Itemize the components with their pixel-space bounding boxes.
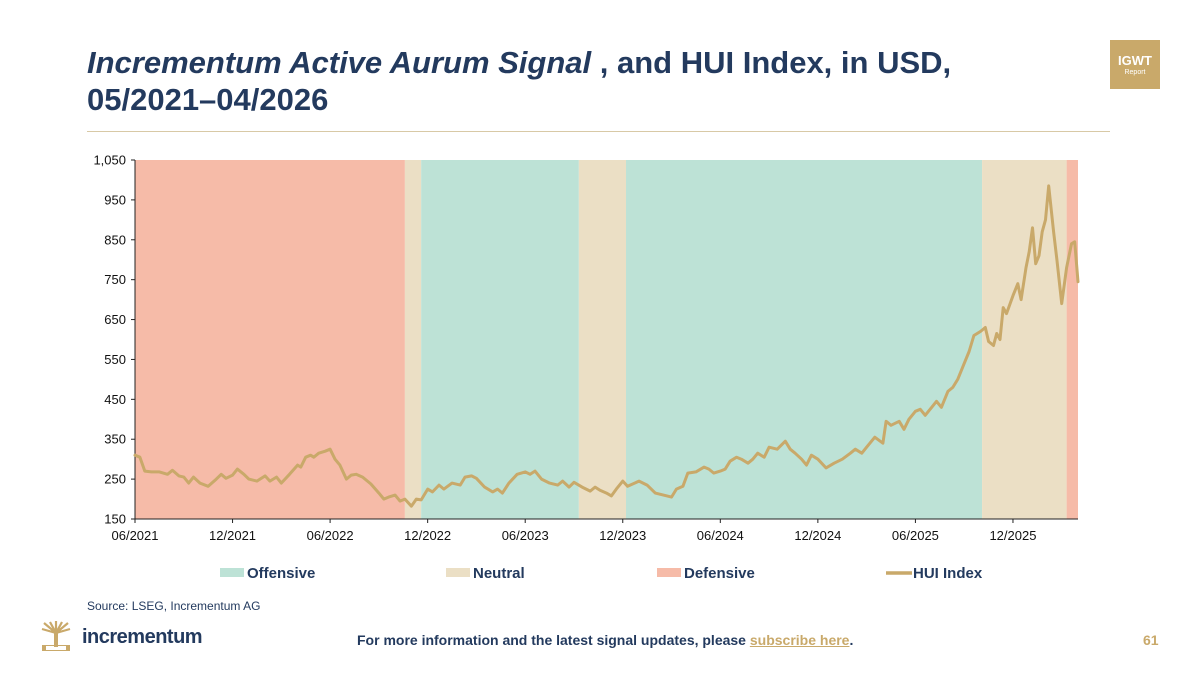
subscribe-link[interactable]: subscribe here <box>749 632 850 648</box>
page-title: Incrementum Active Aurum Signal , and HU… <box>87 44 987 118</box>
y-tick-label: 150 <box>104 512 126 527</box>
y-tick-label: 950 <box>104 192 126 207</box>
regime-band-neutral <box>578 160 627 519</box>
x-tick-label: 06/2023 <box>502 528 549 543</box>
legend-label: Defensive <box>684 565 755 582</box>
title-rest: , and HUI Index, in USD, <box>591 45 952 80</box>
footer-info-end: . <box>849 632 854 648</box>
badge-line1: IGWT <box>1118 53 1152 68</box>
legend-label: Offensive <box>247 565 315 582</box>
x-tick-label: 06/2025 <box>892 528 939 543</box>
regime-band-offensive <box>421 160 579 519</box>
regime-band-offensive <box>626 160 983 519</box>
badge-line2: Report <box>1124 69 1146 76</box>
y-tick-label: 750 <box>104 272 126 287</box>
regime-band-defensive <box>1066 160 1078 519</box>
y-tick-label: 550 <box>104 352 126 367</box>
x-tick-label: 06/2022 <box>307 528 354 543</box>
title-italic: Incrementum Active Aurum Signal <box>87 45 592 80</box>
source-note: Source: LSEG, Incrementum AG <box>87 599 261 613</box>
x-tick-label: 12/2024 <box>794 528 841 543</box>
footer-info: For more information and the latest sign… <box>357 632 853 648</box>
x-tick-label: 06/2021 <box>112 528 159 543</box>
y-tick-label: 650 <box>104 312 126 327</box>
regime-band-defensive <box>135 160 405 519</box>
x-tick-label: 06/2024 <box>697 528 744 543</box>
y-tick-label: 850 <box>104 232 126 247</box>
y-tick-label: 350 <box>104 432 126 447</box>
title-divider <box>87 131 1110 132</box>
hui-index-line <box>133 184 1080 508</box>
title-date-range: 05/2021–04/2026 <box>87 82 329 117</box>
legend-swatch-offensive <box>220 568 244 577</box>
y-tick-label: 250 <box>104 472 126 487</box>
legend-label: Neutral <box>473 565 525 582</box>
tree-logo-icon <box>41 621 71 651</box>
brand-logo: incrementum <box>40 620 203 654</box>
legend-swatch-defensive <box>657 568 681 577</box>
igwt-report-badge: IGWT Report <box>1110 40 1160 89</box>
x-tick-label: 12/2023 <box>599 528 646 543</box>
y-tick-label: 1,050 <box>93 153 126 168</box>
regime-band-neutral <box>404 160 422 519</box>
brand-name: incrementum <box>82 625 203 648</box>
legend-label: HUI Index <box>913 565 983 582</box>
legend-swatch-neutral <box>446 568 470 577</box>
page-number: 61 <box>1143 632 1159 648</box>
footer-info-text: For more information and the latest sign… <box>357 632 750 648</box>
y-tick-label: 450 <box>104 392 126 407</box>
x-tick-label: 12/2025 <box>989 528 1036 543</box>
x-tick-label: 12/2021 <box>209 528 256 543</box>
x-tick-label: 12/2022 <box>404 528 451 543</box>
signal-chart: 150 250 350 450 550 650 750 850 950 1,050 06/2021 1… <box>93 153 1080 582</box>
